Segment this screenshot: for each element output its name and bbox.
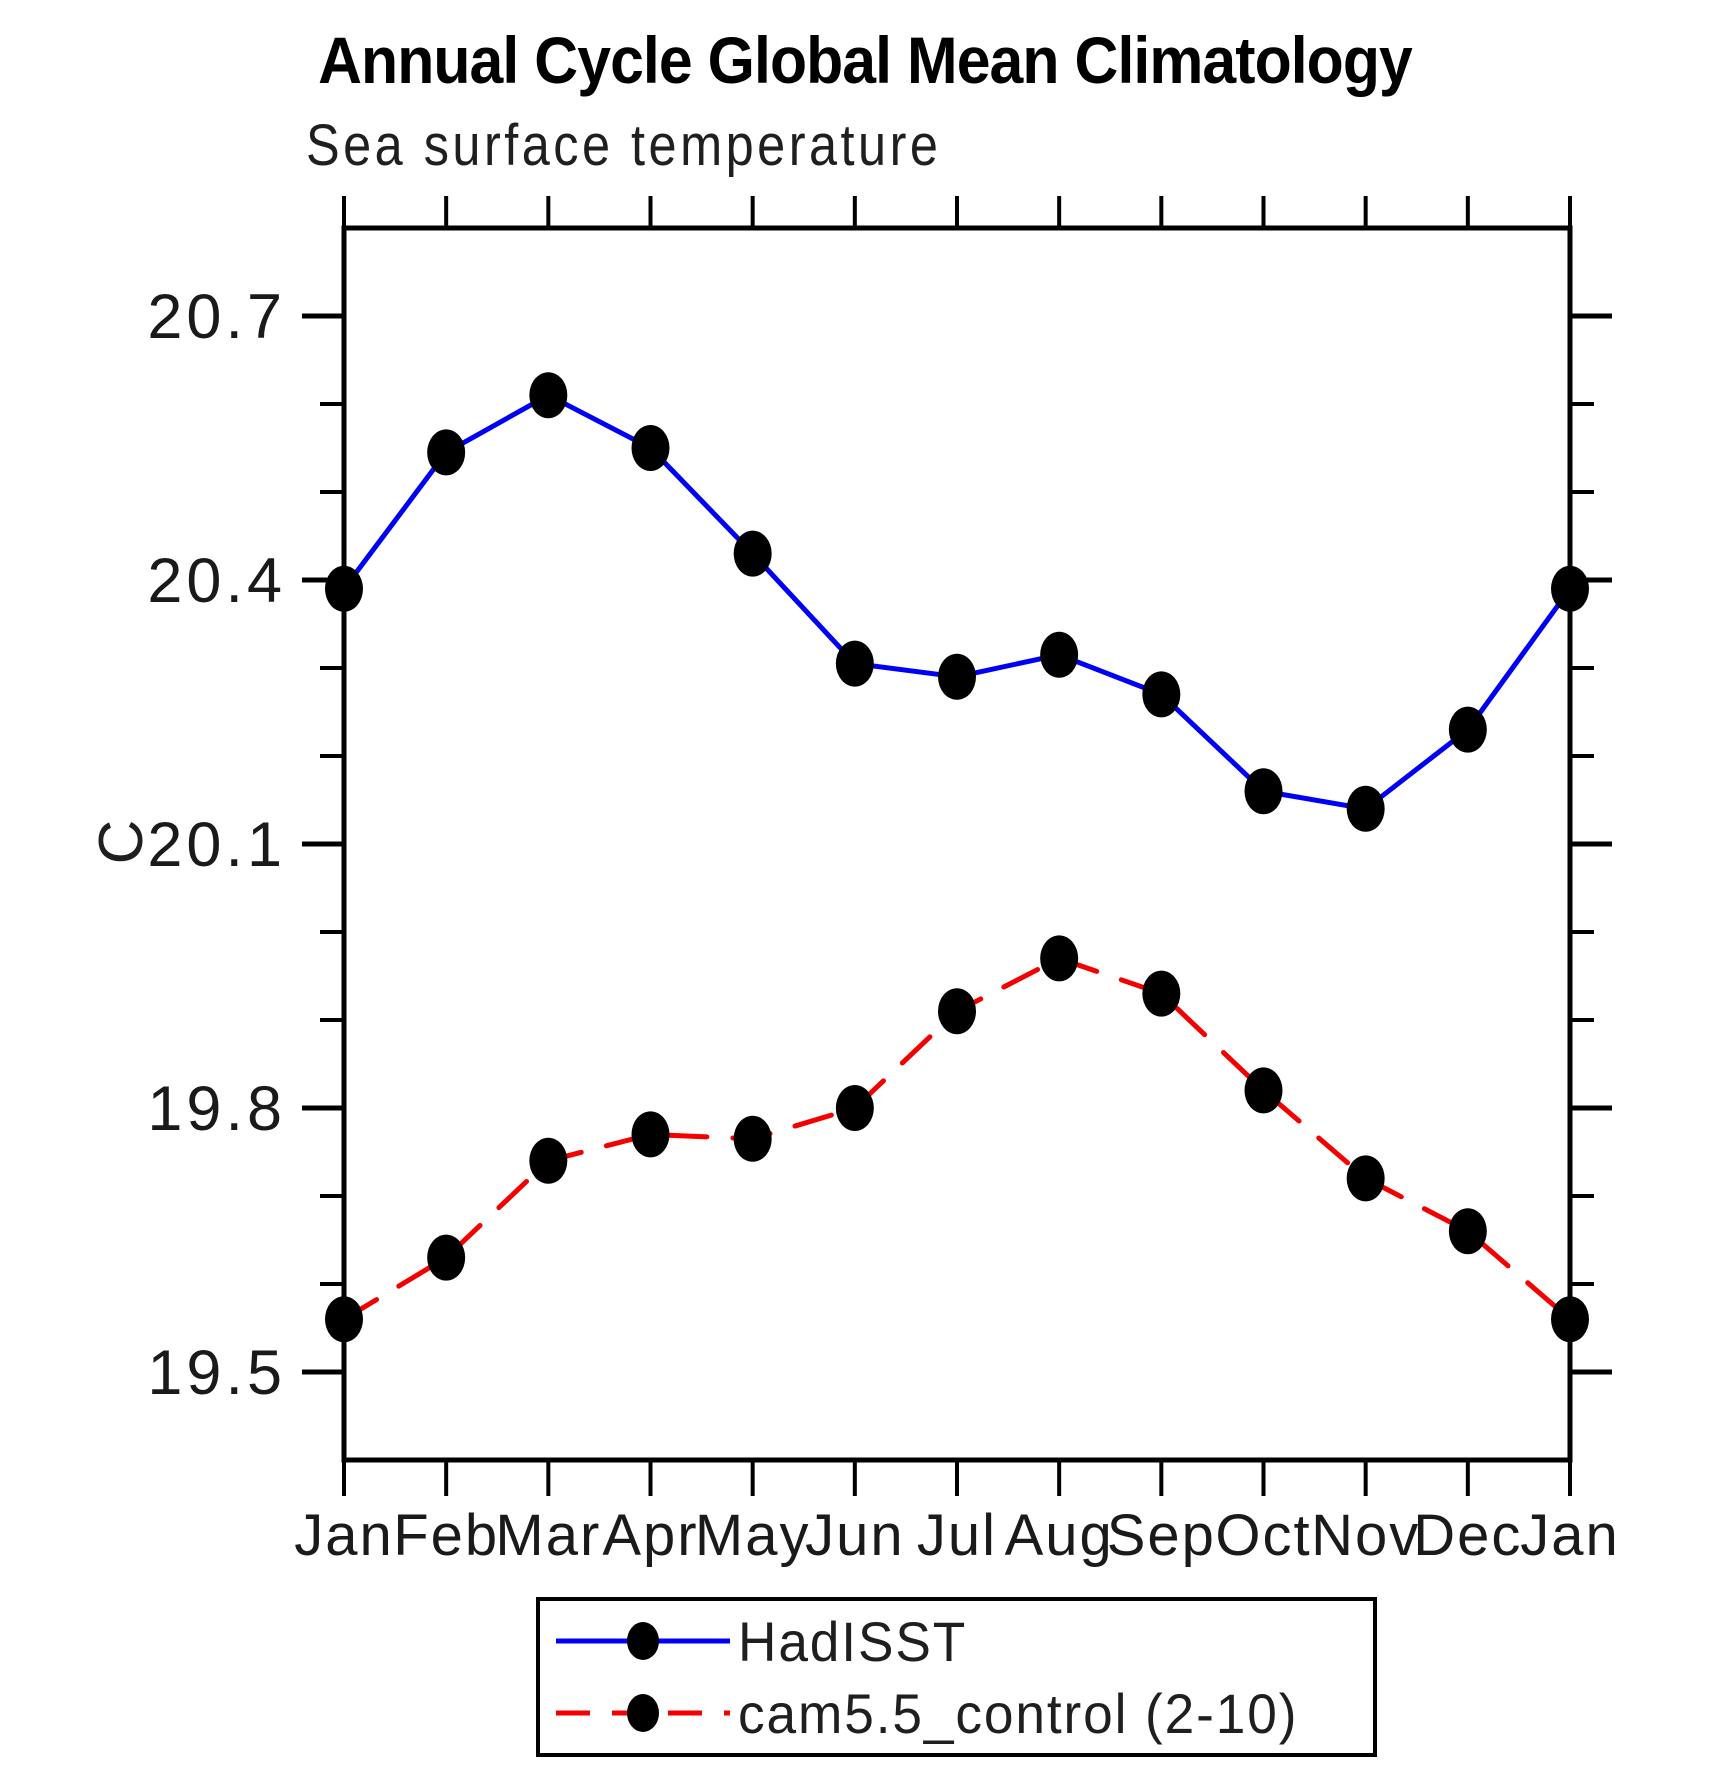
- legend: HadISST cam5.5_control (2-10): [536, 1597, 1377, 1757]
- data-point-marker: [529, 372, 568, 419]
- data-point-marker: [1244, 768, 1283, 815]
- data-point-marker: [1448, 1208, 1487, 1255]
- data-point-marker: [1551, 565, 1589, 612]
- data-point-marker: [835, 1085, 874, 1131]
- data-point-marker: [733, 1115, 772, 1162]
- plot-border: [341, 225, 1573, 1463]
- series-line-hadisst: [341, 392, 1573, 812]
- data-point-marker: [1346, 1155, 1385, 1202]
- data-point-marker: [938, 653, 976, 700]
- x-tick-label: Oct: [1215, 1503, 1311, 1568]
- x-tick-label: Jan: [1520, 1503, 1620, 1568]
- data-point-marker: [835, 640, 874, 687]
- data-point-marker: [325, 565, 363, 612]
- legend-key-dashed-line-icon: [556, 1694, 730, 1732]
- legend-key-solid-line-icon: [556, 1622, 730, 1660]
- data-point-marker: [938, 988, 976, 1035]
- data-point-marker: [1244, 1067, 1283, 1114]
- data-point-marker: [325, 1296, 363, 1343]
- data-point-marker: [1040, 935, 1079, 982]
- x-tick-label: Nov: [1311, 1503, 1420, 1568]
- y-tick-label: 19.5: [147, 1338, 286, 1408]
- legend-item-hadisst: HadISST: [554, 1606, 1373, 1676]
- data-point-marker: [1551, 1296, 1589, 1343]
- data-point-marker: [529, 1137, 568, 1184]
- data-point-marker: [1040, 631, 1079, 678]
- chart-title: Annual Cycle Global Mean Climatology: [318, 23, 1413, 97]
- y-tick-label: 20.4: [147, 546, 286, 616]
- data-point-marker: [631, 425, 670, 471]
- legend-label-hadisst: HadISST: [738, 1609, 968, 1673]
- x-tick-label: Apr: [602, 1503, 698, 1568]
- data-point-marker: [1448, 706, 1487, 753]
- y-tick-label: 20.1: [147, 810, 286, 880]
- legend-label-cam55-control: cam5.5_control (2-10): [738, 1681, 1299, 1745]
- data-point-marker: [1142, 671, 1181, 718]
- x-tick-label: Jun: [805, 1503, 905, 1568]
- x-tick-label: Feb: [393, 1503, 499, 1568]
- legend-item-cam55-control: cam5.5_control (2-10): [554, 1678, 1373, 1748]
- data-point-marker: [733, 530, 772, 577]
- data-point-marker: [631, 1111, 670, 1158]
- x-tick-label: Dec: [1413, 1503, 1522, 1568]
- x-tick-label: Mar: [495, 1503, 601, 1568]
- x-tick-label: Jul: [917, 1503, 997, 1568]
- x-tick-label: Jan: [294, 1503, 394, 1568]
- x-tick-label: May: [695, 1503, 811, 1568]
- y-tick-label: 19.8: [147, 1074, 286, 1144]
- y-tick-label: 20.7: [147, 282, 286, 352]
- chart-subtitle: Sea surface temperature: [306, 113, 942, 178]
- data-point-marker: [427, 1234, 466, 1281]
- x-tick-label: Sep: [1107, 1503, 1216, 1568]
- data-point-marker: [1142, 970, 1181, 1017]
- x-tick-label: Aug: [1005, 1503, 1114, 1568]
- data-point-marker: [427, 429, 466, 476]
- data-point-marker: [1346, 785, 1385, 832]
